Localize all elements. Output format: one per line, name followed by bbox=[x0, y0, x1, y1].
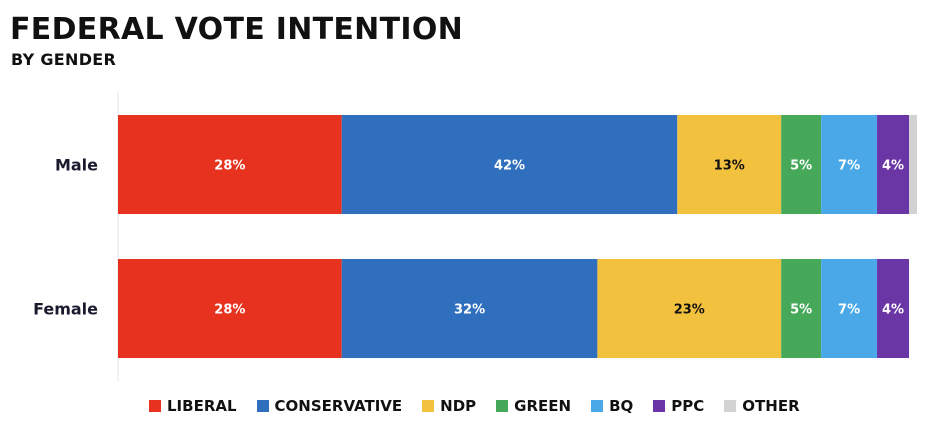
chart-legend: LIBERAL CONSERVATIVE NDP GREEN BQ PPC OTHER bbox=[149, 397, 820, 415]
legend-item-green: GREEN bbox=[496, 397, 571, 415]
chart-subtitle: BY GENDER bbox=[11, 50, 117, 69]
legend-swatch-ppc bbox=[653, 400, 666, 412]
category-label-female: Female bbox=[33, 300, 98, 319]
bar-female-conservative bbox=[341, 259, 598, 358]
bar-male-liberal bbox=[118, 115, 342, 214]
bar-female-bq bbox=[821, 259, 878, 358]
legend-label: CONSERVATIVE bbox=[274, 397, 403, 415]
bar-male-bq bbox=[821, 115, 878, 214]
legend-item-liberal: LIBERAL bbox=[149, 397, 237, 415]
bar-female-ppc bbox=[877, 259, 910, 358]
legend-label: PPC bbox=[671, 397, 705, 415]
legend-swatch-ndp bbox=[422, 400, 435, 412]
data-label-female-bq: 7% bbox=[838, 303, 860, 318]
legend-item-bq: BQ bbox=[591, 397, 633, 415]
bar-male-other bbox=[909, 115, 917, 214]
legend-label: BQ bbox=[609, 397, 634, 415]
legend-swatch-green bbox=[496, 400, 509, 412]
bar-male-green bbox=[781, 115, 822, 214]
legend-label: GREEN bbox=[514, 397, 572, 415]
data-label-male-ndp: 13% bbox=[714, 159, 745, 174]
legend-swatch-other bbox=[724, 400, 737, 412]
bar-male-conservative bbox=[341, 115, 678, 214]
chart-title: FEDERAL VOTE INTENTION bbox=[10, 12, 464, 47]
bar-female-liberal bbox=[118, 259, 342, 358]
legend-label: LIBERAL bbox=[167, 397, 237, 415]
bar-male-ndp bbox=[677, 115, 782, 214]
data-label-male-ppc: 4% bbox=[882, 159, 904, 174]
data-label-female-conservative: 32% bbox=[454, 303, 485, 318]
legend-swatch-conservative bbox=[256, 400, 269, 412]
data-label-male-bq: 7% bbox=[838, 159, 860, 174]
legend-swatch-liberal bbox=[149, 400, 161, 412]
data-label-female-green: 5% bbox=[790, 303, 812, 318]
legend-item-ndp: NDP bbox=[422, 397, 476, 415]
data-label-male-liberal: 28% bbox=[214, 159, 245, 174]
legend-label: OTHER bbox=[742, 397, 800, 415]
legend-item-ppc: PPC bbox=[653, 397, 704, 415]
legend-swatch-bq bbox=[591, 400, 604, 412]
data-label-female-ppc: 4% bbox=[882, 303, 904, 318]
data-label-male-conservative: 42% bbox=[494, 159, 525, 174]
legend-label: NDP bbox=[440, 397, 477, 415]
data-label-female-liberal: 28% bbox=[214, 303, 245, 318]
bar-female-ndp bbox=[597, 259, 782, 358]
bar-male-ppc bbox=[877, 115, 910, 214]
data-label-male-green: 5% bbox=[790, 159, 812, 174]
legend-item-conservative: CONSERVATIVE bbox=[256, 397, 403, 415]
legend-item-other: OTHER bbox=[724, 397, 800, 415]
bar-female-green bbox=[781, 259, 822, 358]
data-label-female-ndp: 23% bbox=[674, 303, 705, 318]
category-label-male: Male bbox=[55, 156, 98, 175]
